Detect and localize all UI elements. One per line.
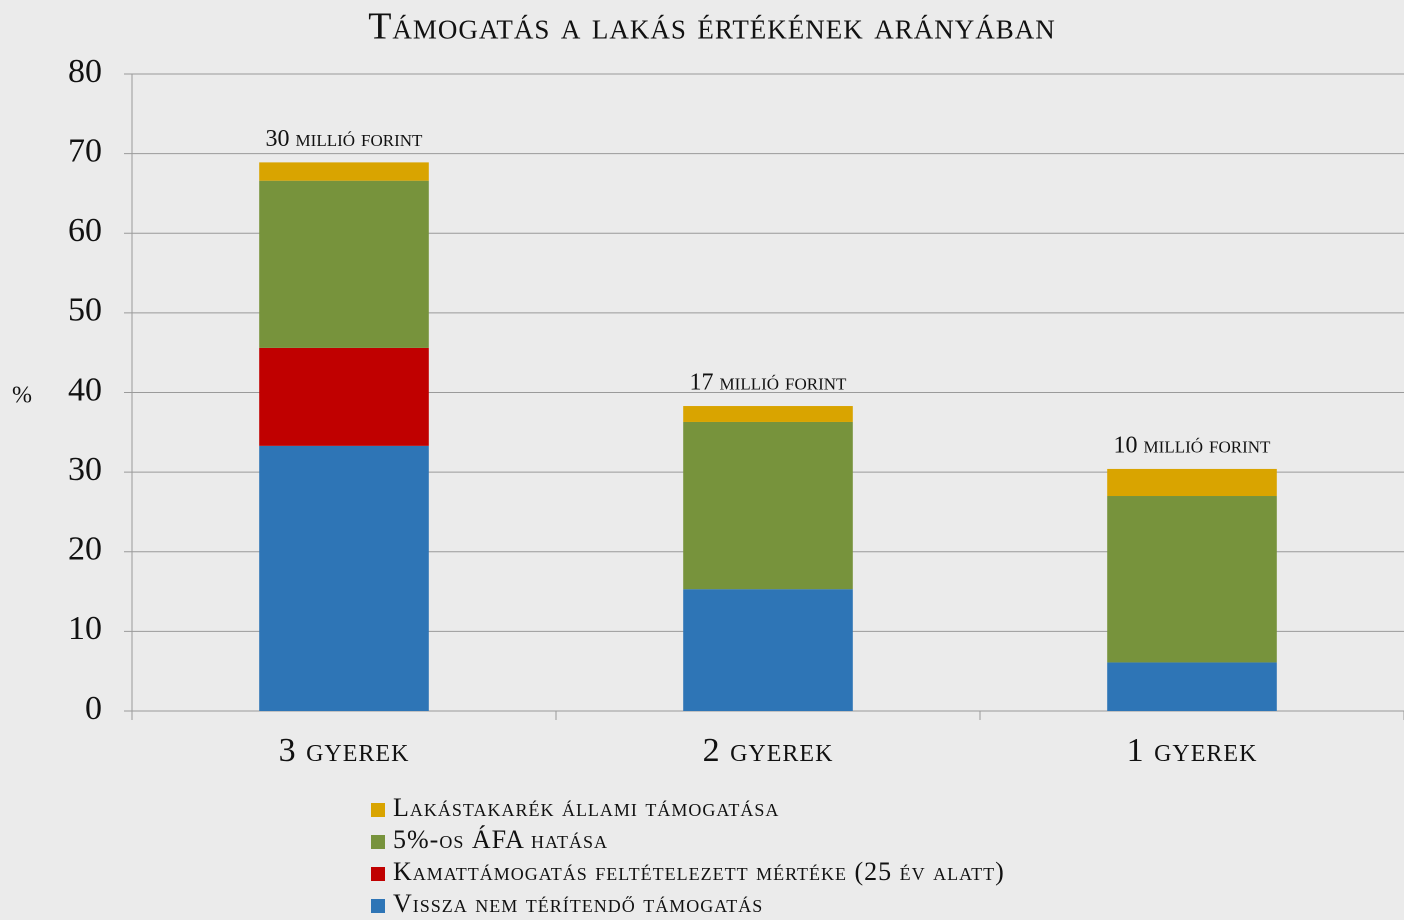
- bar-segment: [683, 406, 853, 422]
- bar-segment: [1107, 496, 1277, 663]
- y-tick-label: 60: [68, 212, 102, 249]
- x-tick-label: 1 gyerek: [1127, 732, 1258, 769]
- legend-swatch: [371, 803, 385, 817]
- y-tick-label: 80: [68, 53, 102, 90]
- bar-segment: [1107, 468, 1277, 497]
- y-tick-label: 50: [68, 292, 102, 329]
- y-tick-label: 0: [85, 690, 102, 727]
- bar-segment: [259, 162, 429, 181]
- bar-segment: [259, 445, 429, 711]
- chart-title: Támogatás a lakás értékének arányában: [368, 6, 1056, 48]
- bar-label: 10 millió forint: [1114, 432, 1271, 458]
- y-axis-label: %: [12, 383, 32, 409]
- y-tick-label: 40: [68, 371, 102, 408]
- x-tick-label: 3 gyerek: [279, 732, 410, 769]
- bar-label: 30 millió forint: [266, 126, 423, 152]
- y-tick-label: 10: [68, 610, 102, 647]
- y-tick-label: 70: [68, 132, 102, 169]
- legend-swatch: [371, 899, 385, 913]
- bar-segment: [683, 589, 853, 711]
- y-tick-label: 20: [68, 531, 102, 568]
- y-tick-label: 30: [68, 451, 102, 488]
- bar-segment: [259, 347, 429, 446]
- legend-label: Lakástakarék állami támogatása: [393, 793, 779, 822]
- bar-label: 17 millió forint: [690, 370, 847, 396]
- legend-label: 5%-os ÁFA hatása: [393, 825, 608, 854]
- legend-swatch: [371, 867, 385, 881]
- x-tick-label: 2 gyerek: [703, 732, 834, 769]
- bar-segment: [683, 421, 853, 590]
- bar-segment: [259, 180, 429, 348]
- bar-segment: [1107, 662, 1277, 711]
- legend-swatch: [371, 835, 385, 849]
- legend-label: Vissza nem térítendő támogatás: [393, 889, 763, 918]
- legend-label: Kamattámogatás feltételezett mértéke (25…: [393, 857, 1005, 886]
